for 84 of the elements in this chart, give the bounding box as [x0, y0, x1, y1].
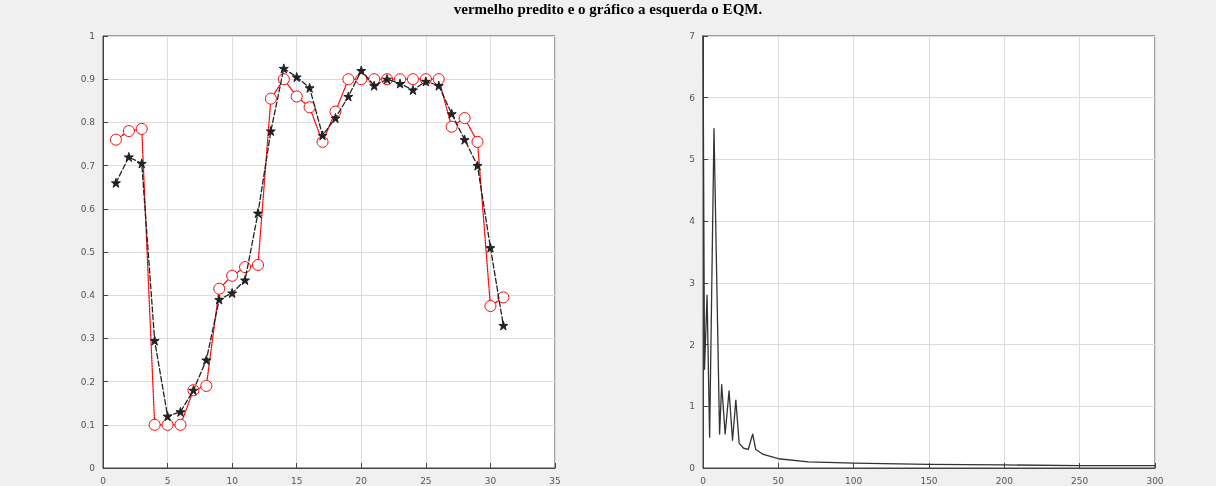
point: [497, 291, 510, 304]
x-tick-label: 300: [1146, 475, 1164, 486]
point: [240, 275, 251, 286]
x-tick-label: 250: [1071, 475, 1089, 486]
point: [459, 134, 470, 145]
y-tick-label: 0.5: [80, 247, 95, 257]
point: [175, 406, 186, 417]
point: [148, 418, 161, 431]
point: [123, 151, 134, 162]
x-tick-label: 20: [355, 475, 368, 486]
point: [395, 78, 406, 89]
y-tick-label: 0.9: [80, 74, 96, 85]
point: [330, 113, 341, 124]
point: [135, 122, 148, 135]
point: [343, 91, 354, 102]
x-tick-label: 30: [484, 475, 497, 486]
point: [484, 300, 497, 312]
y-tick-label: 4: [689, 216, 696, 227]
point: [252, 208, 263, 219]
point: [471, 135, 484, 148]
point: [227, 288, 238, 299]
y-tick-label: 0: [689, 463, 696, 473]
point: [162, 411, 173, 422]
y-tick-label: 6: [689, 92, 696, 103]
point: [342, 73, 355, 86]
point: [110, 177, 121, 188]
x-tick-label: 25: [420, 475, 432, 486]
y-tick-label: 2: [689, 339, 695, 350]
point: [472, 160, 483, 171]
y-tick-label: 0.4: [80, 290, 96, 301]
x-tick-label: 200: [995, 475, 1014, 486]
x-tick-label: 5: [164, 475, 171, 486]
point: [213, 282, 226, 295]
point: [161, 418, 174, 431]
x-tick-label: 0: [700, 475, 707, 486]
point: [458, 112, 471, 125]
point: [136, 158, 147, 169]
point: [498, 320, 509, 331]
point: [369, 80, 380, 91]
point: [446, 108, 457, 119]
y-tick-label: 1: [689, 401, 695, 412]
x-tick-label: 35: [549, 475, 561, 486]
x-tick-label: 10: [226, 475, 239, 486]
point: [290, 90, 303, 103]
line-series: [702, 35, 1156, 467]
point: [251, 258, 264, 271]
point: [149, 335, 160, 346]
point: [174, 418, 187, 431]
point: [201, 355, 212, 365]
point: [214, 294, 225, 305]
y-tick-label: 7: [689, 31, 695, 41]
point: [406, 73, 419, 86]
y-tick-label: 0.1: [80, 419, 95, 430]
point: [304, 82, 315, 93]
point: [265, 126, 276, 137]
y-tick-label: 1: [89, 31, 95, 41]
point: [407, 85, 418, 95]
point: [433, 80, 444, 91]
point: [278, 63, 289, 74]
point: [122, 125, 135, 138]
y-tick-label: 0.8: [80, 117, 96, 128]
x-tick-label: 100: [845, 475, 863, 486]
y-tick-label: 0.2: [80, 376, 95, 387]
x-tick-label: 50: [772, 475, 785, 486]
point: [317, 130, 328, 141]
point: [109, 133, 122, 146]
y-tick-label: 0.7: [80, 160, 95, 171]
x-tick-label: 15: [290, 475, 303, 486]
y-tick-label: 3: [689, 277, 695, 288]
x-tick-label: 150: [920, 475, 938, 486]
point: [291, 72, 302, 83]
point: [485, 242, 496, 253]
y-tick-label: 0.6: [80, 203, 96, 214]
point: [200, 379, 213, 392]
text: vermelho predito e o gráfico a esquerda o EQM.: [452, 0, 764, 18]
y-tick-label: 0.3: [80, 333, 95, 344]
point: [445, 120, 458, 133]
y-tick-label: 0: [89, 463, 96, 473]
point: [226, 269, 239, 282]
point: [356, 65, 367, 76]
x-tick-label: 0: [100, 475, 107, 486]
y-tick-label: 5: [689, 154, 695, 165]
point: [303, 101, 316, 114]
point: [264, 92, 277, 105]
